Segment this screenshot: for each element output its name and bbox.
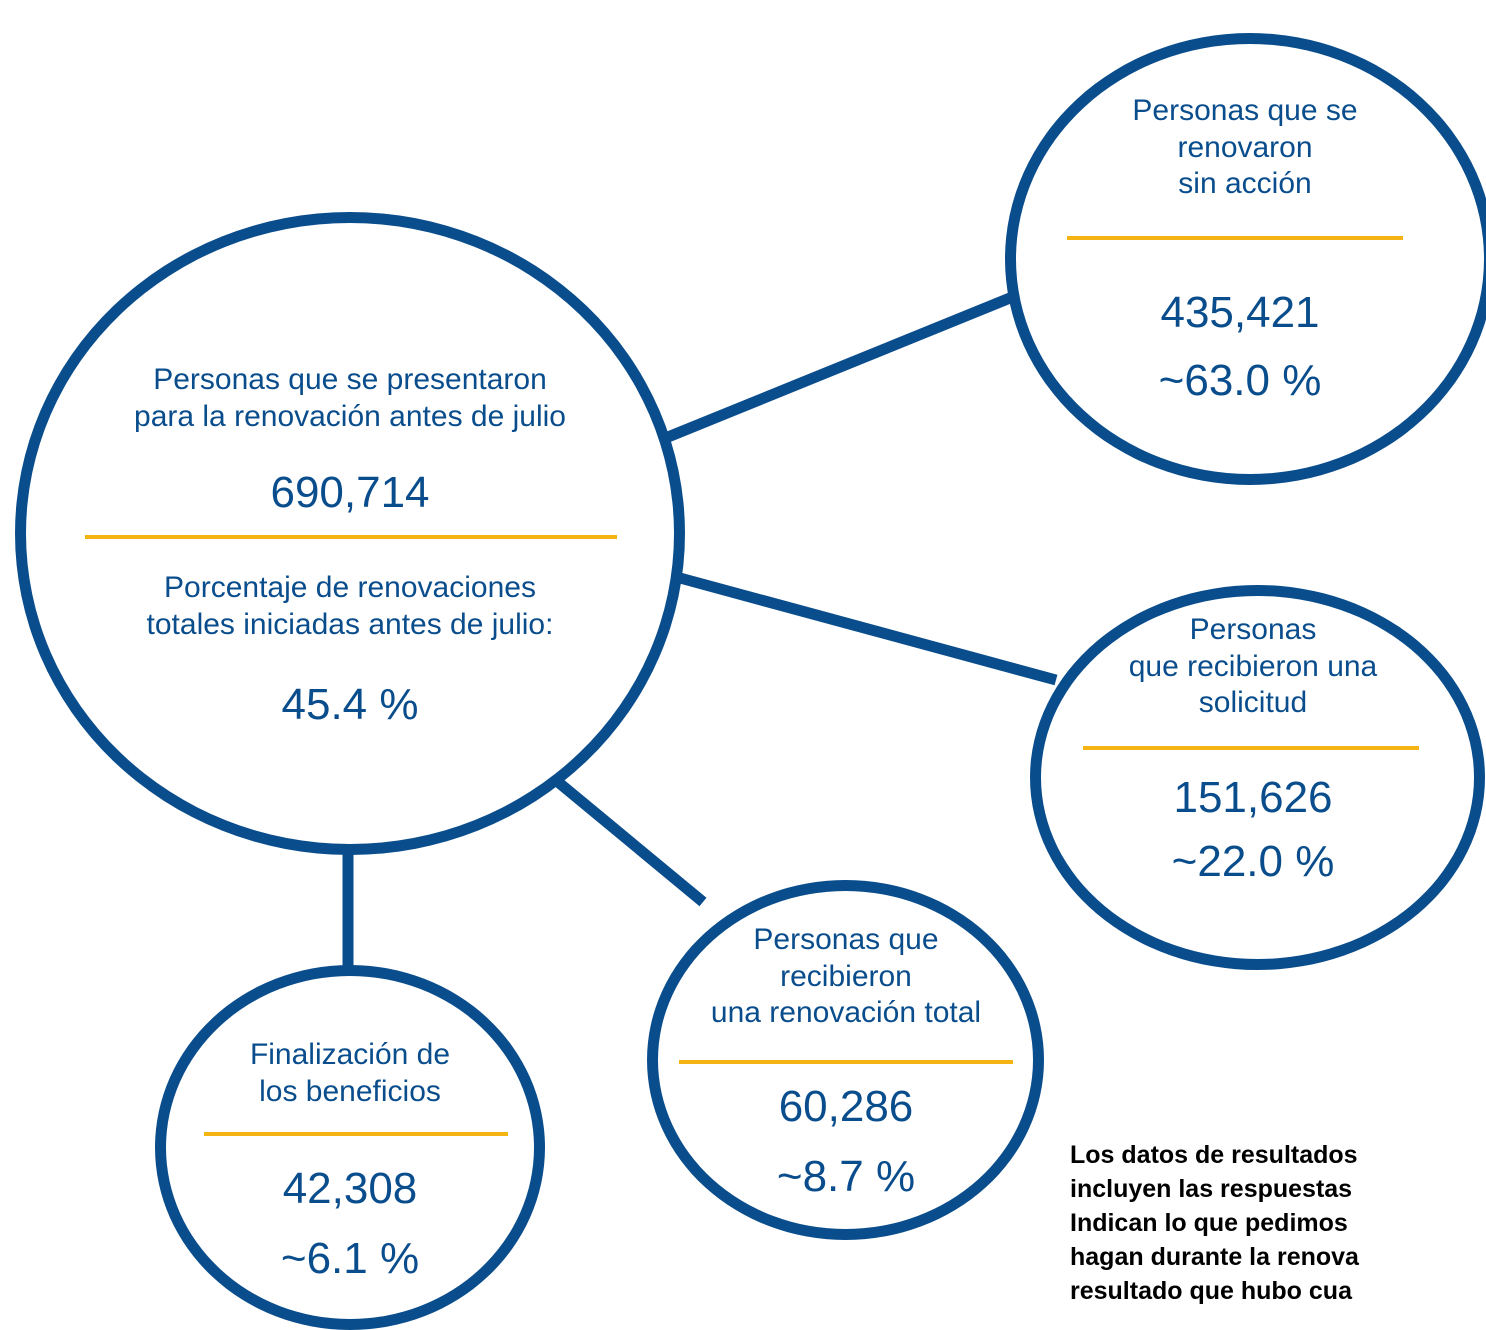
renovacion-total-divider — [679, 1060, 1013, 1064]
sin-accion-label-line: renovaron — [1177, 130, 1313, 164]
central-percent: 45.4 % — [281, 680, 419, 729]
sin-accion-count: 435,421 — [1160, 288, 1320, 337]
sin-accion-label-line: sin acción — [1178, 167, 1312, 201]
finalizacion-divider — [204, 1132, 508, 1136]
central-divider — [85, 535, 617, 539]
central-sublabel-line: totales iniciadas antes de julio: — [146, 607, 554, 641]
renovacion-total-percent: ~8.7 % — [776, 1152, 916, 1201]
solicitud-label-line: Personas — [1189, 613, 1317, 646]
finalizacion-label-line: los beneficios — [259, 1074, 441, 1108]
renovacion-total-label: Personas que recibieron una renovación t… — [666, 922, 1026, 1032]
connector-to-sin-accion — [665, 292, 1013, 443]
central-count: 690,714 — [270, 468, 430, 517]
finalizacion-count: 42,308 — [282, 1164, 418, 1213]
sin-accion-node — [1005, 33, 1486, 485]
note-line: Indican lo que pedimos — [1070, 1209, 1348, 1237]
sin-accion-divider — [1067, 236, 1403, 240]
renovacion-total-label-line: recibieron — [780, 959, 912, 993]
central-label: Personas que se presentaron para la reno… — [40, 362, 660, 435]
solicitud-divider — [1083, 746, 1419, 750]
finalizacion-node — [155, 965, 545, 1330]
solicitud-percent: ~22.0 % — [1171, 837, 1335, 886]
solicitud-label-line: solicitud — [1198, 686, 1308, 720]
solicitud-node — [1030, 585, 1485, 970]
renovacion-total-count: 60,286 — [778, 1082, 914, 1131]
note-line: Los datos de resultados — [1070, 1141, 1358, 1169]
note-line: hagan durante la renova — [1070, 1243, 1359, 1271]
renovacion-total-label-line: una renovación total — [710, 996, 982, 1030]
finalizacion-label-line: Finalización de — [249, 1038, 451, 1071]
central-label-line: Personas que se presentaron — [153, 363, 547, 396]
sin-accion-label: Personas que se renovaron sin acción — [1070, 93, 1420, 203]
sin-accion-percent: ~63.0 % — [1158, 356, 1322, 405]
connector-to-renovacion-total — [548, 772, 707, 907]
solicitud-count: 151,626 — [1173, 773, 1333, 822]
note-line: incluyen las respuestas — [1070, 1175, 1353, 1203]
renovacion-total-label-line: Personas que — [753, 923, 939, 956]
solicitud-label: Personas que recibieron una solicitud — [1083, 612, 1423, 722]
note-line: resultado que hubo cua — [1070, 1277, 1352, 1305]
central-sublabel-line: Porcentaje de renovaciones — [164, 571, 536, 604]
central-label-line: para la renovación antes de julio — [134, 399, 566, 433]
solicitud-label-line: que recibieron una — [1128, 649, 1378, 683]
finalizacion-percent: ~6.1 % — [280, 1234, 420, 1283]
central-node — [15, 212, 685, 855]
sin-accion-label-line: Personas que se — [1132, 94, 1358, 127]
connector-to-solicitud — [678, 572, 1058, 686]
results-note: Los datos de resultados incluyen las res… — [1070, 1138, 1359, 1308]
central-sublabel: Porcentaje de renovaciones totales inici… — [40, 570, 660, 643]
finalizacion-label: Finalización de los beneficios — [190, 1037, 510, 1110]
